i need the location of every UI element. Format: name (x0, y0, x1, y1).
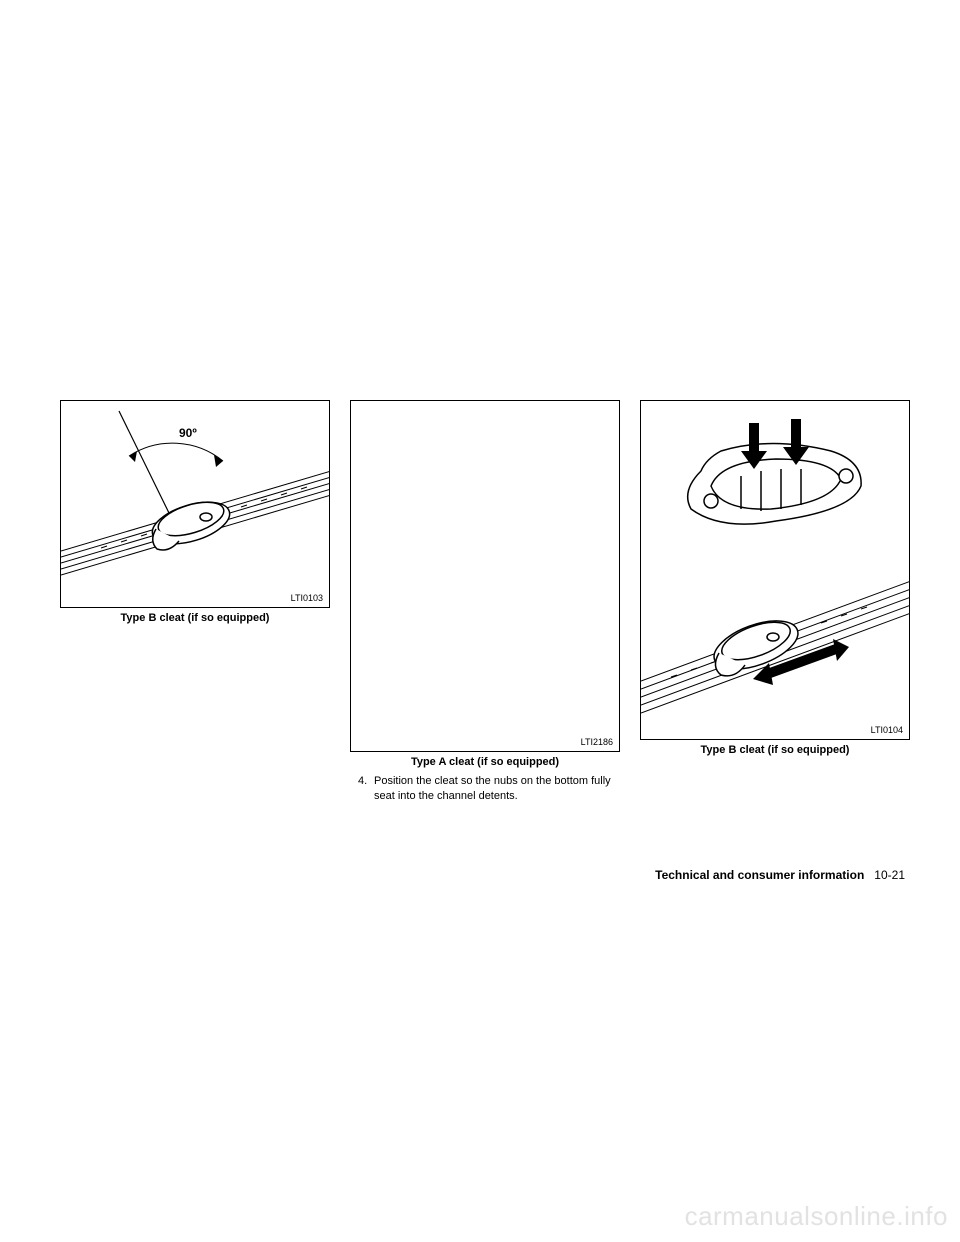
figure-code: LTI2186 (581, 737, 613, 747)
step-number: 4. (358, 774, 374, 804)
figure-code: LTI0103 (291, 593, 323, 603)
figure-left: 90º LTI0103 (60, 400, 330, 608)
watermark-text: carmanualsonline.info (685, 1201, 948, 1232)
figure-middle: LTI2186 (350, 400, 620, 752)
content-columns: 90º LTI0103 Type B cleat (if so equipped… (60, 400, 905, 804)
figure-caption: Type B cleat (if so equipped) (60, 612, 330, 624)
cleat-side-illustration-icon: 90º (61, 401, 330, 608)
figure-right: LTI0104 (640, 400, 910, 740)
instruction-step: 4. Position the cleat so the nubs on the… (350, 774, 620, 804)
figure-code: LTI0104 (871, 725, 903, 735)
step-body: Position the cleat so the nubs on the bo… (374, 774, 620, 804)
figure-caption: Type B cleat (if so equipped) (640, 744, 910, 756)
manual-page: 90º LTI0103 Type B cleat (if so equipped… (0, 0, 960, 1242)
page-footer: Technical and consumer information 10-21 (655, 868, 905, 882)
column-right: LTI0104 Type B cleat (if so equipped) (640, 400, 910, 804)
column-middle: LTI2186 Type A cleat (if so equipped) 4.… (350, 400, 620, 804)
page-number: 10-21 (874, 868, 905, 882)
figure-caption: Type A cleat (if so equipped) (350, 756, 620, 768)
angle-label: 90º (179, 426, 197, 440)
cleat-install-illustration-icon (641, 401, 910, 740)
section-title: Technical and consumer information (655, 868, 864, 882)
column-left: 90º LTI0103 Type B cleat (if so equipped… (60, 400, 330, 804)
